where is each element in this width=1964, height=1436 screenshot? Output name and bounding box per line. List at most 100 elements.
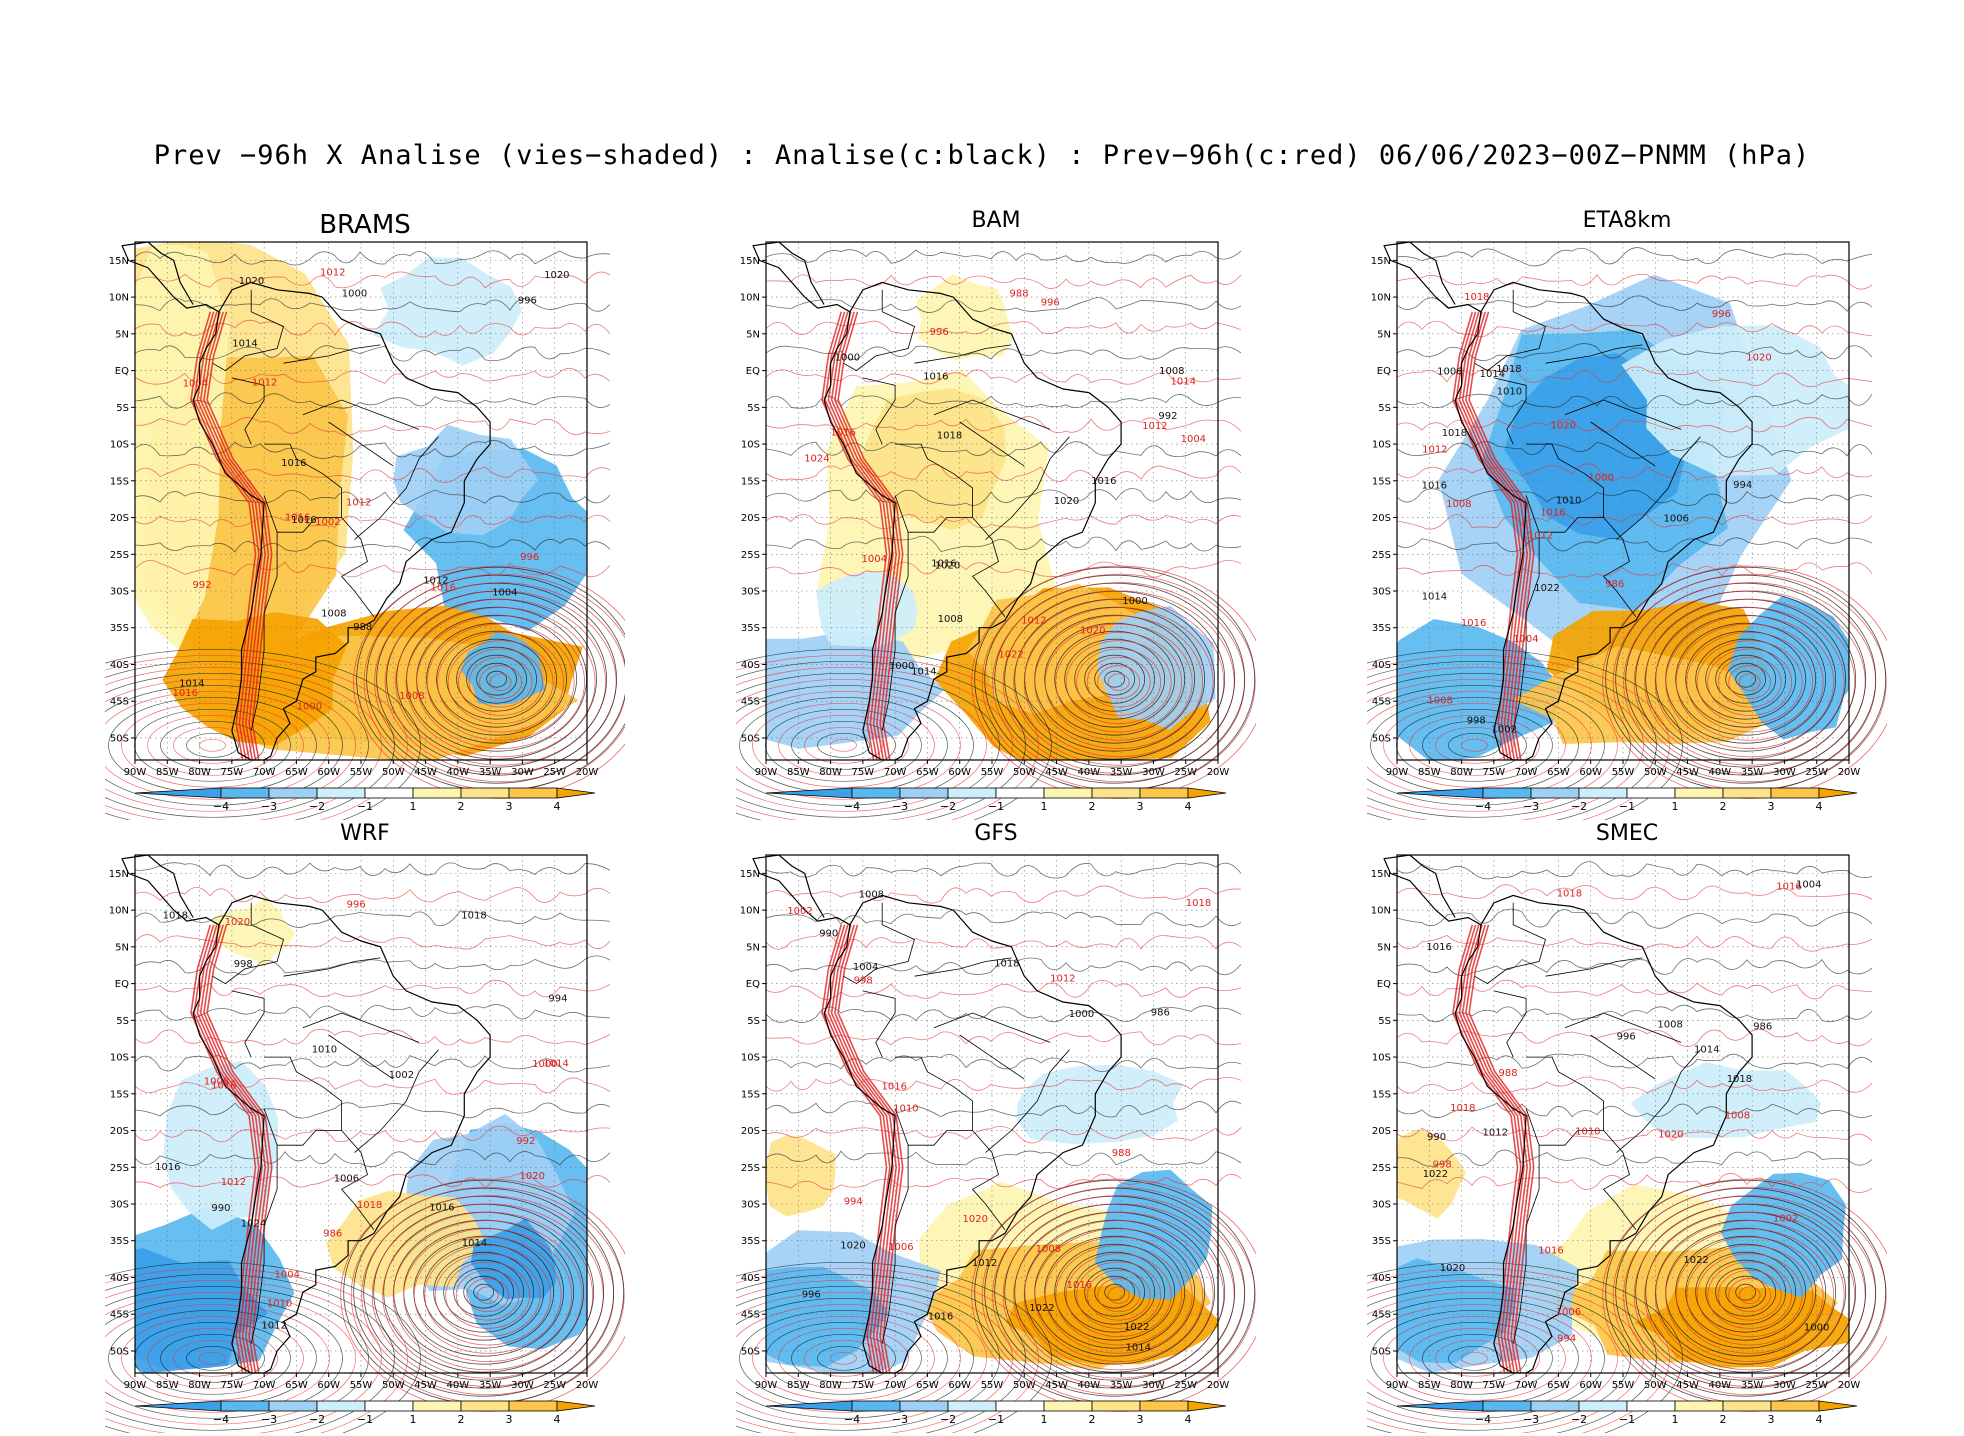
lon-tick-label: 55W	[981, 1380, 1004, 1391]
country-border	[283, 344, 381, 364]
isobar-label: 994	[548, 994, 567, 1005]
lat-tick-label: 15N	[740, 256, 760, 267]
south-america-coastline	[192, 894, 491, 1374]
isobar-label: 1012	[972, 1258, 997, 1269]
colorbar-segment	[1578, 1400, 1628, 1412]
colorbar-label: 3	[1137, 800, 1144, 813]
lat-tick-label: EQ	[115, 979, 129, 990]
lat-tick-label: 20S	[110, 1126, 129, 1137]
lon-tick-label: 35W	[1110, 1380, 1133, 1391]
isobar-label: 998	[234, 959, 253, 970]
country-border	[354, 436, 439, 540]
lon-tick-label: 75W	[1483, 1380, 1506, 1391]
lat-tick-label: 15S	[110, 476, 129, 487]
lon-tick-label: 80W	[188, 1380, 211, 1391]
colorbar-segment	[899, 787, 949, 799]
colorbar-label: −1	[357, 800, 373, 813]
colorbar-segment	[364, 1400, 414, 1412]
isobar-label: 1002	[389, 1070, 414, 1081]
axis-labels: 15N 10N 5N EQ 5S 10S 15S 20S 25S 30S 35S 40S 45S 50S 9…	[109, 256, 599, 778]
country-border	[862, 377, 896, 445]
lon-tick-label: 60W	[317, 1380, 340, 1391]
colorbar-label: 3	[1768, 800, 1775, 813]
isobar-label: 1008	[1427, 695, 1452, 706]
lon-tick-label: 50W	[382, 1380, 405, 1391]
lon-tick-label: 55W	[1612, 1380, 1635, 1391]
lon-tick-label: 70W	[1515, 767, 1538, 778]
lat-tick-label: 40S	[1372, 660, 1391, 671]
country-border	[1474, 902, 1546, 985]
country-border	[1564, 1012, 1682, 1043]
isobar-label: 1010	[1575, 1127, 1600, 1138]
lat-tick-label: 50S	[741, 733, 760, 744]
colorbar-label: 2	[1720, 800, 1727, 813]
lat-tick-label: 50S	[110, 733, 129, 744]
country-border	[1545, 957, 1643, 977]
colorbar-label: −2	[940, 800, 956, 813]
isobar-label: 1014	[1126, 1342, 1151, 1353]
lat-tick-label: EQ	[1377, 979, 1391, 990]
isobar-label: 1004	[492, 587, 517, 598]
lon-tick-label: 35W	[1741, 1380, 1764, 1391]
isobar-label: 1000	[342, 289, 367, 300]
isobar-label: 1008	[399, 691, 424, 702]
isobar-label: 992	[1158, 411, 1177, 422]
lat-tick-label: 40S	[1372, 1273, 1391, 1284]
colorbar-label: −2	[940, 1413, 956, 1426]
colorbar-segment	[1139, 787, 1189, 799]
colorbar-label: 3	[1768, 1413, 1775, 1426]
colorbar-segment	[134, 1400, 222, 1412]
isobar-label: 994	[1733, 480, 1752, 491]
colorbar-label: 2	[1720, 1413, 1727, 1426]
lat-tick-label: 15S	[1372, 476, 1391, 487]
colorbar-segment	[765, 1400, 853, 1412]
lat-tick-label: 5N	[115, 942, 129, 953]
lon-tick-label: 80W	[819, 1380, 842, 1391]
colorbar-label: −1	[1619, 1413, 1635, 1426]
colorbar-label: 3	[506, 800, 513, 813]
isobar-label: 986	[1753, 1022, 1772, 1033]
isobar-label: 1018	[1557, 889, 1582, 900]
axis-labels: 15N 10N 5N EQ 5S 10S 15S 20S 25S 30S 35S 40S 45S 50S 9…	[740, 256, 1230, 778]
isobar-label: 1016	[1461, 618, 1486, 629]
isobar-label: 1018	[461, 911, 486, 922]
country-border	[985, 1049, 1070, 1153]
lat-tick-label: 15S	[110, 1089, 129, 1100]
panel-gfs: 1016 1016 1014 1012 1018 1020 1022 1018 1020 1016…	[736, 813, 1256, 1433]
isobar-label: 1012	[261, 1321, 286, 1332]
pressure-contours	[736, 862, 1256, 1433]
lat-tick-label: 15S	[1372, 1089, 1391, 1100]
country-border	[933, 1012, 1051, 1043]
country-border	[894, 495, 948, 533]
country-border	[264, 443, 342, 518]
colorbar-label: −3	[261, 1413, 277, 1426]
isobar-label: 1022	[1029, 1303, 1054, 1314]
colorbar-label: 2	[1089, 1413, 1096, 1426]
coastlines	[1383, 241, 1753, 761]
isobar-label: 996	[347, 900, 366, 911]
lat-tick-label: 10S	[741, 1053, 760, 1064]
isobar-label: 1008	[1036, 1244, 1061, 1255]
lon-tick-label: 25W	[1174, 1380, 1197, 1391]
isobar-label: 1020	[1440, 1263, 1465, 1274]
country-border	[1577, 517, 1637, 617]
isobar-label: 1000	[532, 1059, 557, 1070]
lat-tick-label: 5N	[1377, 329, 1391, 340]
lon-tick-label: 85W	[1418, 767, 1441, 778]
colorbar-segment	[851, 1400, 901, 1412]
isobar-label: 1014	[1480, 369, 1505, 380]
lon-tick-label: 40W	[1078, 767, 1101, 778]
isobar-label: 1002	[787, 906, 812, 917]
lon-tick-label: 25W	[543, 1380, 566, 1391]
lat-tick-label: 5S	[747, 1016, 760, 1027]
country-border	[843, 289, 915, 372]
colorbar-segment	[1091, 1400, 1141, 1412]
lat-tick-label: 30S	[741, 587, 760, 598]
isobar-label: 1014	[179, 678, 204, 689]
lat-tick-label: 25S	[110, 550, 129, 561]
lon-tick-label: 65W	[285, 1380, 308, 1391]
country-border	[946, 517, 1006, 617]
isobar-label: 1008	[1159, 366, 1184, 377]
lat-tick-label: 45S	[1372, 1310, 1391, 1321]
country-border	[894, 1108, 948, 1146]
